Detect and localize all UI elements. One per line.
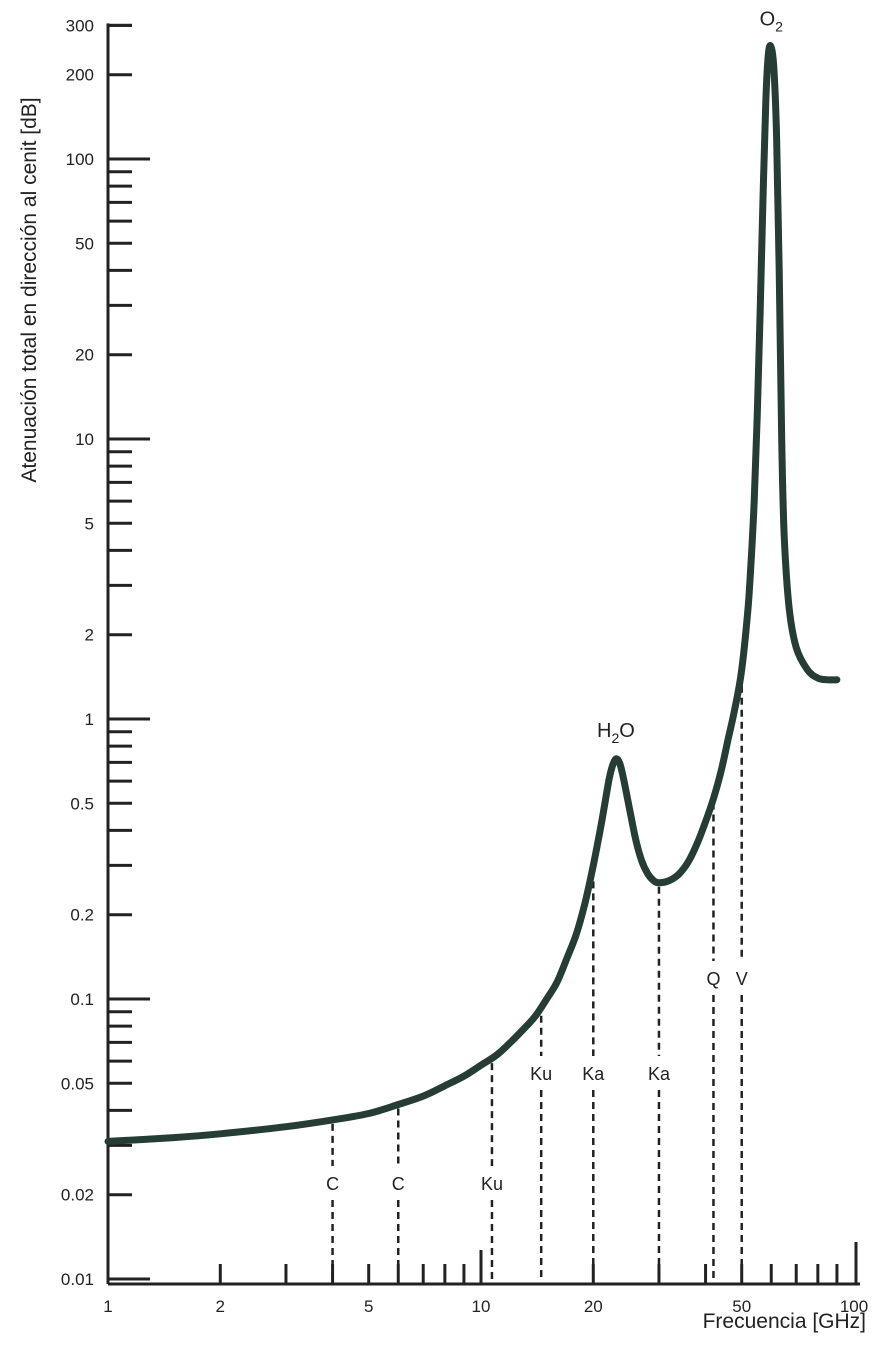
band-markers: C C Ku Ku Ka Ka Q V — [326, 673, 748, 1282]
x-tick-label: 20 — [584, 1297, 603, 1316]
y-tick-label: 0.02 — [61, 1186, 94, 1205]
peak-annotations: H2O O2 — [597, 9, 783, 746]
y-tick-label: 5 — [85, 514, 94, 533]
y-tick-label: 10 — [75, 430, 94, 449]
y-tick-label: 20 — [75, 346, 94, 365]
peak-label: O2 — [760, 9, 784, 35]
x-tick-label: 2 — [216, 1297, 225, 1316]
x-axis-title: Frecuencia [GHz] — [703, 1310, 866, 1333]
y-tick-label: 2 — [85, 626, 94, 645]
y-tick-label: 0.01 — [61, 1270, 94, 1289]
y-tick-label: 50 — [75, 234, 94, 253]
band-label: V — [736, 969, 748, 989]
y-tick-label: 100 — [66, 150, 94, 169]
y-tick-label: 200 — [66, 66, 94, 85]
band-label: Ka — [582, 1064, 605, 1084]
band-label: Ka — [648, 1064, 671, 1084]
y-tick-label: 1 — [85, 710, 94, 729]
x-tick-label: 100 — [840, 1297, 868, 1316]
x-tick-label: 5 — [364, 1297, 373, 1316]
peak-label: H2O — [597, 720, 635, 746]
y-tick-label: 0.5 — [70, 794, 94, 813]
y-tick-label: 300 — [66, 16, 94, 35]
y-tick-label: 0.1 — [70, 990, 94, 1009]
band-label: C — [326, 1174, 339, 1194]
y-tick-label: 0.2 — [70, 906, 94, 925]
band-label: C — [392, 1174, 405, 1194]
attenuation-curve — [104, 42, 841, 1145]
axes — [106, 23, 860, 1286]
y-axis-title: Atenuación total en dirección al cenit [… — [18, 97, 41, 482]
band-label: Ku — [481, 1174, 503, 1194]
band-label: Q — [706, 969, 720, 989]
y-axis-ticks: 0.01 0.02 0.05 0.1 0.2 0.5 1 2 5 10 20 50 100 200 300 — [61, 16, 150, 1289]
band-label: Ku — [530, 1064, 552, 1084]
x-axis-ticks: 1 2 5 10 20 50 100 — [103, 1242, 868, 1316]
x-tick-label: 1 — [103, 1297, 112, 1316]
y-tick-label: 0.05 — [61, 1074, 94, 1093]
x-tick-label: 50 — [732, 1297, 751, 1316]
x-tick-label: 10 — [472, 1297, 491, 1316]
